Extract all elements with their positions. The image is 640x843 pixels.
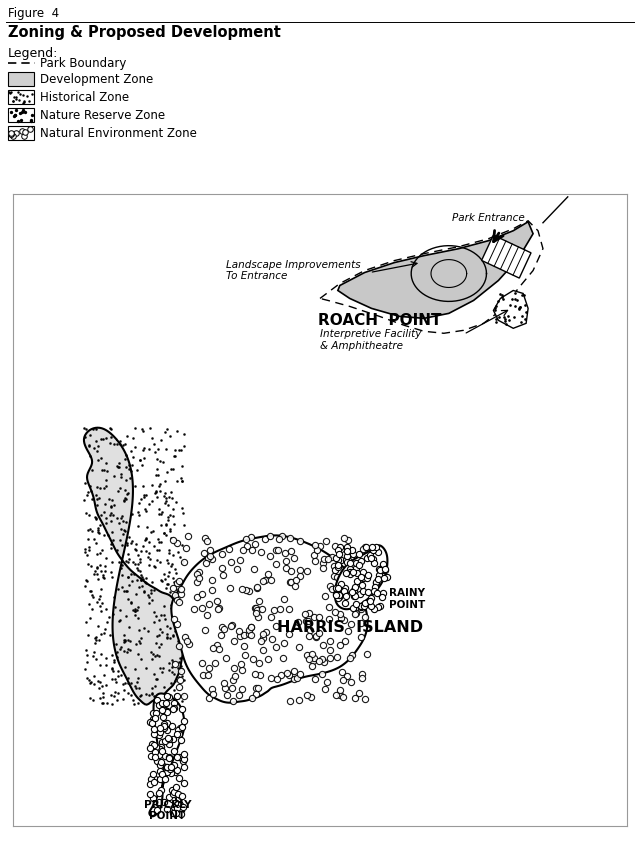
Polygon shape xyxy=(481,235,531,278)
Polygon shape xyxy=(335,545,387,609)
Text: ROACH  POINT: ROACH POINT xyxy=(317,313,441,328)
Text: Nature Reserve Zone: Nature Reserve Zone xyxy=(40,109,165,121)
Polygon shape xyxy=(149,694,184,816)
Text: Park Boundary: Park Boundary xyxy=(40,56,126,70)
Text: Development Zone: Development Zone xyxy=(40,72,153,86)
Text: Interpretive Facility
& Amphitheatre: Interpretive Facility & Amphitheatre xyxy=(320,330,421,351)
Text: Landscape Improvements
To Entrance: Landscape Improvements To Entrance xyxy=(226,260,360,282)
Bar xyxy=(8,126,34,140)
Bar xyxy=(8,90,34,105)
Text: PRICKLY
POINT: PRICKLY POINT xyxy=(143,799,191,821)
Text: Zoning & Proposed Development: Zoning & Proposed Development xyxy=(8,25,281,40)
Text: HARRIS  ISLAND: HARRIS ISLAND xyxy=(276,620,423,635)
Bar xyxy=(8,108,34,122)
Polygon shape xyxy=(84,427,184,705)
Text: Figure  4: Figure 4 xyxy=(8,7,59,20)
Text: RAINY
POINT: RAINY POINT xyxy=(389,588,426,610)
Text: Legend:: Legend: xyxy=(8,47,58,60)
Text: Park Entrance: Park Entrance xyxy=(452,212,525,223)
Polygon shape xyxy=(493,291,528,328)
Bar xyxy=(8,72,34,86)
Text: Natural Environment Zone: Natural Environment Zone xyxy=(40,126,197,140)
Polygon shape xyxy=(172,535,367,703)
Polygon shape xyxy=(338,222,533,319)
Text: Historical Zone: Historical Zone xyxy=(40,91,129,104)
